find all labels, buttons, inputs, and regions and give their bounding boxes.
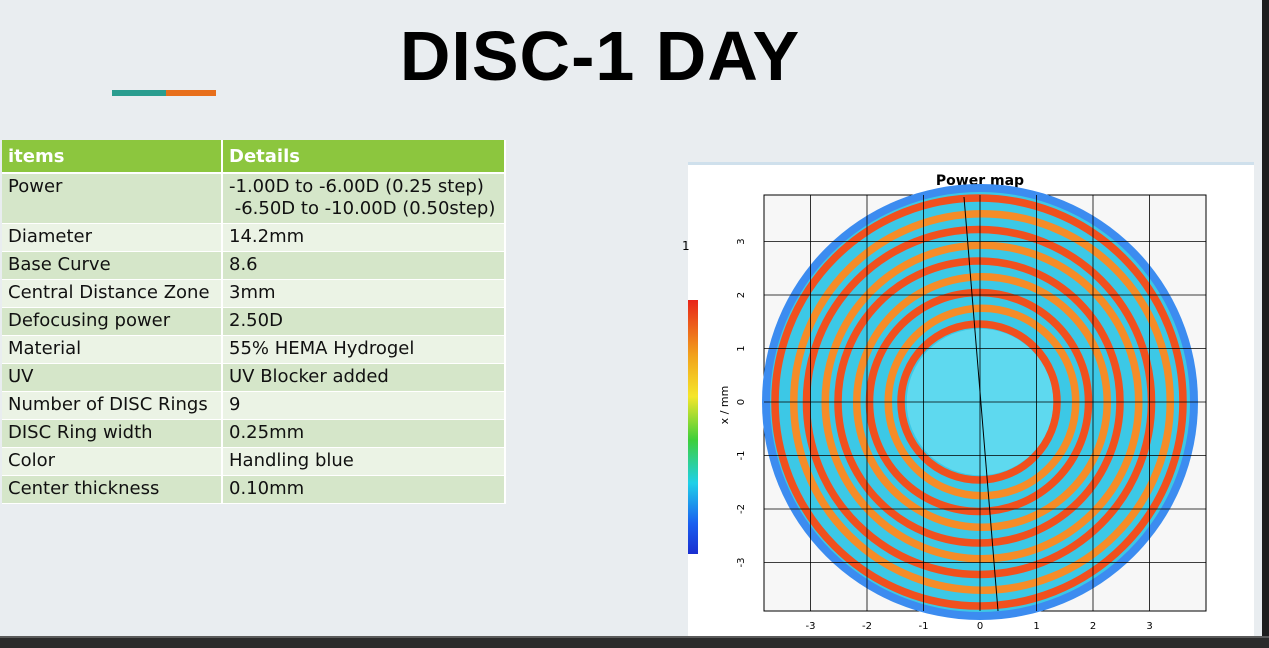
y-tick-label: 1	[736, 345, 747, 351]
power-map-title: Power map	[936, 173, 1024, 189]
details-line: -6.50D to -10.00D (0.50step)	[229, 198, 496, 219]
meridian-line	[963, 196, 999, 612]
accent-bar-orange	[166, 90, 216, 96]
y-tick-label: 2	[736, 292, 747, 298]
power-map-yticks: 3 2 1 0 -1 -2 -3	[736, 238, 747, 567]
specs-table: items Details Power -1.00D to -6.00D (0.…	[2, 140, 506, 504]
row-details: Handling blue	[222, 447, 506, 476]
table-row: Defocusing power 2.50D	[2, 307, 506, 336]
window-bottom-edge	[0, 636, 1269, 648]
details-line: -1.00D to -6.00D (0.25 step)	[229, 176, 484, 197]
row-item: UV	[2, 363, 223, 392]
x-tick-label: 0	[977, 621, 983, 632]
power-map-image: Power map x / mm -3 -2 -1 0 1 2 3 3 2 1 0 -1 -2 -3	[718, 173, 1207, 632]
power-map-xticks: -3 -2 -1 0 1 2 3	[806, 621, 1153, 632]
y-tick-label: 0	[736, 399, 747, 405]
power-map-panel: 1 Power map x / mm -3 -2 -1 0 1 2 3 3 2 1 0 -1 -2 -3	[682, 162, 1254, 645]
table-row: Center thickness 0.10mm	[2, 475, 506, 504]
y-tick-label: 3	[736, 238, 747, 244]
row-details: 0.25mm	[222, 419, 506, 448]
row-details: 14.2mm	[222, 223, 506, 252]
table-row: DISC Ring width 0.25mm	[2, 419, 506, 448]
row-details: 55% HEMA Hydrogel	[222, 335, 506, 364]
y-tick-label: -3	[736, 558, 747, 568]
table-row: Number of DISC Rings 9	[2, 391, 506, 420]
header-details: Details	[222, 140, 506, 174]
y-tick-label: -1	[736, 451, 747, 461]
row-item: Base Curve	[2, 251, 223, 280]
window-edge	[1262, 0, 1269, 646]
table-row: Base Curve 8.6	[2, 251, 506, 280]
x-tick-label: 2	[1090, 621, 1096, 632]
power-map-grid	[764, 195, 1206, 611]
row-item: Diameter	[2, 223, 223, 252]
row-item: Central Distance Zone	[2, 279, 223, 308]
power-map-ylabel: x / mm	[718, 386, 731, 425]
y-tick-label: -2	[736, 504, 747, 514]
table-row: UV UV Blocker added	[2, 363, 506, 392]
table-row: Diameter 14.2mm	[2, 223, 506, 252]
header-items: items	[2, 140, 223, 174]
row-item: Material	[2, 335, 223, 364]
row-details: 2.50D	[222, 307, 506, 336]
table-row: Power -1.00D to -6.00D (0.25 step) -6.50…	[2, 173, 506, 224]
colorbar	[688, 300, 698, 554]
x-tick-label: -1	[919, 621, 929, 632]
table-row: Central Distance Zone 3mm	[2, 279, 506, 308]
row-details: UV Blocker added	[222, 363, 506, 392]
x-tick-label: 3	[1146, 621, 1152, 632]
row-details: 8.6	[222, 251, 506, 280]
row-item: DISC Ring width	[2, 419, 223, 448]
table-row: Color Handling blue	[2, 447, 506, 476]
row-item: Defocusing power	[2, 307, 223, 336]
row-item: Number of DISC Rings	[2, 391, 223, 420]
row-item: Color	[2, 447, 223, 476]
row-details: 9	[222, 391, 506, 420]
x-tick-label: -2	[862, 621, 872, 632]
x-tick-label: -3	[806, 621, 816, 632]
slide-title: DISC-1 DAY	[399, 17, 801, 95]
accent-bar-teal	[112, 90, 166, 96]
row-details: 3mm	[222, 279, 506, 308]
row-item: Center thickness	[2, 475, 223, 504]
colorbar-label: 1	[682, 239, 690, 253]
row-item: Power	[2, 173, 223, 224]
table-row: Material 55% HEMA Hydrogel	[2, 335, 506, 364]
table-header-row: items Details	[2, 140, 506, 174]
row-details: -1.00D to -6.00D (0.25 step) -6.50D to -…	[222, 173, 506, 224]
row-details: 0.10mm	[222, 475, 506, 504]
x-tick-label: 1	[1033, 621, 1039, 632]
